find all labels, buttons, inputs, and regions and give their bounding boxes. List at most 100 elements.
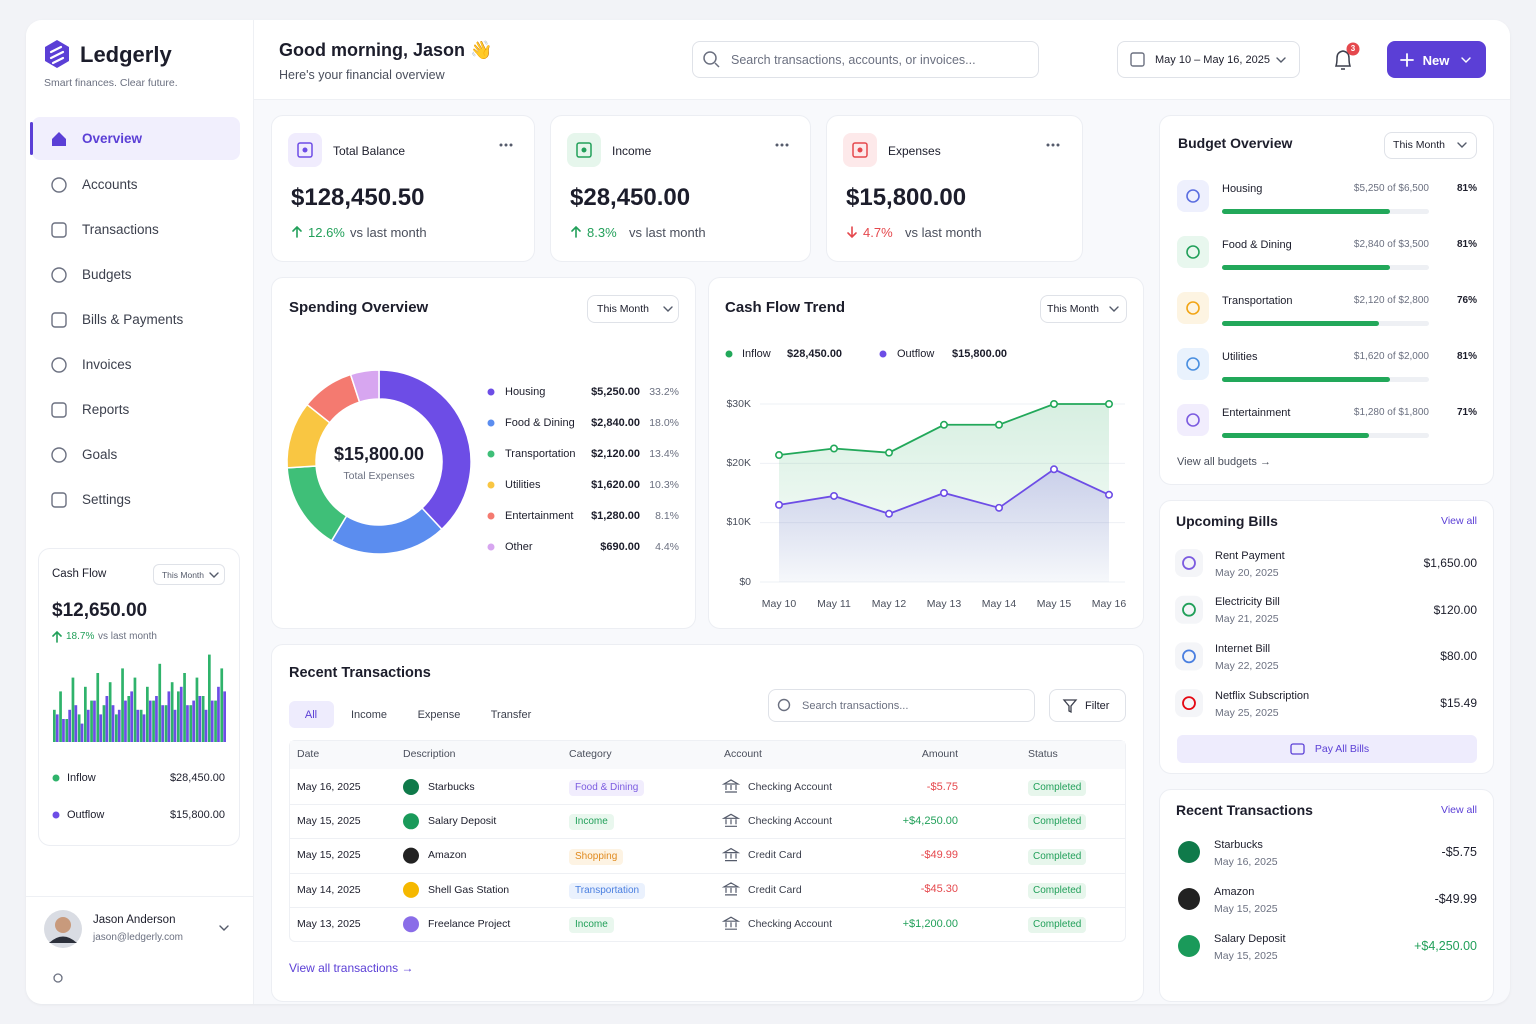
budget-percent: 81% — [1456, 183, 1477, 194]
filter-button[interactable] — [1049, 689, 1126, 722]
bar-inflow — [108, 682, 112, 742]
recent-name: Salary Deposit — [1214, 932, 1286, 945]
user-divider — [26, 896, 254, 897]
bar-inflow — [127, 696, 131, 742]
nav-item[interactable]: Reports — [82, 402, 130, 418]
bar-inflow — [201, 696, 205, 742]
change: 18.7% — [66, 631, 95, 642]
chevron-icon — [1276, 57, 1286, 63]
bar-outflow — [210, 700, 214, 742]
budget-spent: $2,840 of $3,500 — [1353, 239, 1429, 250]
nav-item[interactable]: Invoices — [82, 357, 132, 373]
progress-fill — [1222, 433, 1369, 438]
bill-amount: $80.00 — [1440, 649, 1477, 664]
merchant-icon — [1178, 888, 1200, 910]
series-point — [829, 491, 838, 500]
header-search[interactable] — [692, 41, 1039, 78]
pay-all-button[interactable] — [1177, 735, 1477, 763]
period-label[interactable]: This Month — [1047, 302, 1099, 315]
series-point — [939, 420, 948, 429]
x-tick-label: May 12 — [871, 597, 907, 610]
nav-item[interactable]: Bills & Payments — [82, 312, 184, 328]
stat-amount: $128,450.50 — [291, 184, 425, 211]
status-pill: Completed — [1028, 848, 1087, 865]
legend-label: Inflow — [67, 771, 96, 784]
period-dropdown[interactable] — [587, 295, 679, 323]
tab[interactable]: Transfer — [490, 708, 532, 721]
bar-inflow — [146, 686, 149, 742]
bar-inflow — [177, 691, 180, 742]
tab[interactable]: Income — [350, 708, 388, 721]
status-pill: Completed — [1028, 917, 1087, 934]
x-tick-label: May 16 — [1091, 597, 1127, 610]
budget-spent: $5,250 of $6,500 — [1353, 183, 1429, 194]
stat-icon — [576, 142, 592, 158]
series-point — [774, 451, 783, 460]
recent-date: May 16, 2025 — [1214, 855, 1278, 868]
tab-active-bg[interactable] — [289, 701, 334, 728]
cell-account: Credit Card — [748, 849, 802, 862]
bar-outflow — [198, 696, 202, 742]
arrow-up-icon — [52, 630, 62, 643]
period-label[interactable]: This Month — [161, 569, 205, 580]
bar-outflow — [80, 723, 84, 742]
period-label[interactable]: This Month — [1393, 138, 1445, 151]
period-label[interactable]: This Month — [597, 302, 649, 315]
donut-segment — [378, 369, 472, 531]
transactions-search[interactable] — [768, 689, 1035, 722]
filter-label[interactable]: Filter — [1085, 699, 1110, 712]
date-picker[interactable] — [1117, 41, 1300, 78]
search-placeholder[interactable]: Search transactions, accounts, or invoic… — [731, 52, 976, 67]
date-range[interactable]: May 10 – May 16, 2025 — [1155, 53, 1270, 66]
budget-card — [1159, 115, 1494, 485]
row-divider — [290, 838, 1125, 839]
budget-icon-bg — [1177, 348, 1209, 380]
nav-item[interactable]: Overview — [82, 131, 143, 147]
legend-dot — [487, 450, 495, 458]
x-tick-label: May 15 — [1036, 597, 1072, 610]
bill-amount: $1,650.00 — [1423, 556, 1477, 570]
legend-share: 8.1% — [655, 509, 679, 522]
budget-spent: $1,620 of $2,000 — [1353, 351, 1429, 362]
category-pill: Income — [569, 814, 614, 831]
series-point — [884, 448, 893, 457]
nav-item[interactable]: Transactions — [82, 222, 159, 238]
nav-item[interactable]: Goals — [82, 447, 118, 463]
pay-all-label[interactable]: Pay All Bills — [1314, 742, 1370, 755]
nav-item[interactable]: Budgets — [82, 267, 132, 283]
category-pill: Transportation — [569, 882, 646, 899]
view-all-link[interactable]: View all — [1441, 514, 1477, 527]
bar-inflow — [220, 668, 224, 742]
bar-outflow — [142, 714, 146, 742]
column-header: Category — [569, 747, 612, 760]
nav-item[interactable]: Accounts — [82, 177, 138, 193]
bar-inflow — [208, 654, 211, 742]
nav-active-bg[interactable] — [32, 117, 240, 160]
view-all-link[interactable]: View all budgets → — [1177, 455, 1271, 468]
legend-total: $28,450.00 — [787, 347, 843, 360]
series-point — [1105, 490, 1114, 499]
view-all-link[interactable]: View all — [1441, 803, 1477, 816]
legend-amount: $690.00 — [600, 540, 640, 553]
bar-outflow — [55, 714, 59, 742]
search-placeholder[interactable]: Search transactions... — [802, 699, 909, 712]
view-all-link[interactable]: View all transactions → — [289, 961, 414, 975]
budget-name: Utilities — [1222, 350, 1258, 363]
card-title: Recent Transactions — [1176, 802, 1313, 818]
tab[interactable]: Expense — [417, 708, 461, 721]
bill-icon — [1182, 649, 1196, 664]
amount: $12,650.00 — [52, 599, 148, 621]
cell-account: Checking Account — [748, 917, 833, 930]
period-dropdown[interactable] — [153, 564, 225, 585]
progress-fill — [1222, 377, 1390, 382]
tab[interactable]: All — [304, 708, 318, 721]
budget-icon-bg — [1177, 404, 1209, 436]
legend-label: Transportation — [505, 447, 576, 460]
period-dropdown[interactable] — [1384, 132, 1477, 159]
new-button-label[interactable]: New — [1422, 52, 1450, 68]
y-tick-label: $10K — [726, 516, 751, 529]
nav-item[interactable]: Settings — [82, 492, 131, 508]
chevron-icon — [209, 572, 219, 578]
cell-account: Credit Card — [748, 883, 802, 896]
